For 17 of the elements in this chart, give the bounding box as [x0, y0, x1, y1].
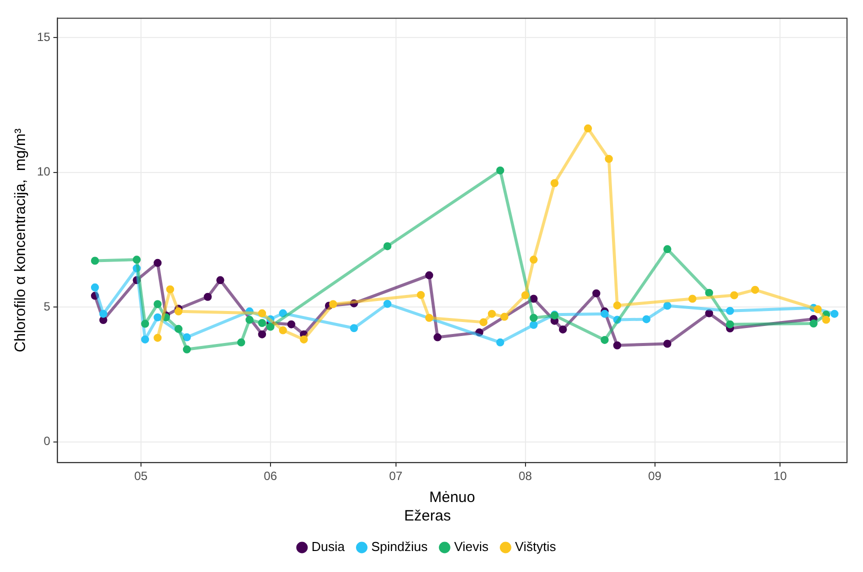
legend-title: Ežeras: [404, 508, 451, 525]
x-tick-label: 07: [389, 469, 403, 484]
x-tick-label: 08: [518, 469, 532, 484]
x-axis-title: Mėnuo: [429, 489, 476, 506]
y-tick-label: 15: [36, 30, 51, 44]
y-tick-label: 0: [44, 434, 51, 448]
legend-label: Vievis: [454, 539, 490, 554]
legend-label: Vištytis: [515, 539, 556, 554]
y-tick-label: 10: [36, 164, 51, 179]
x-tick-label: 09: [648, 469, 662, 484]
x-tick-label: 05: [134, 469, 148, 484]
x-tick-label: 06: [264, 469, 278, 484]
legend-label: Spindžius: [371, 539, 428, 554]
legend-label: Dusia: [312, 539, 346, 554]
y-axis-title: Chlorofilo α koncentracija, mg/m³: [12, 128, 30, 352]
y-tick-label: 5: [44, 299, 51, 314]
x-tick-label: 10: [773, 469, 788, 484]
